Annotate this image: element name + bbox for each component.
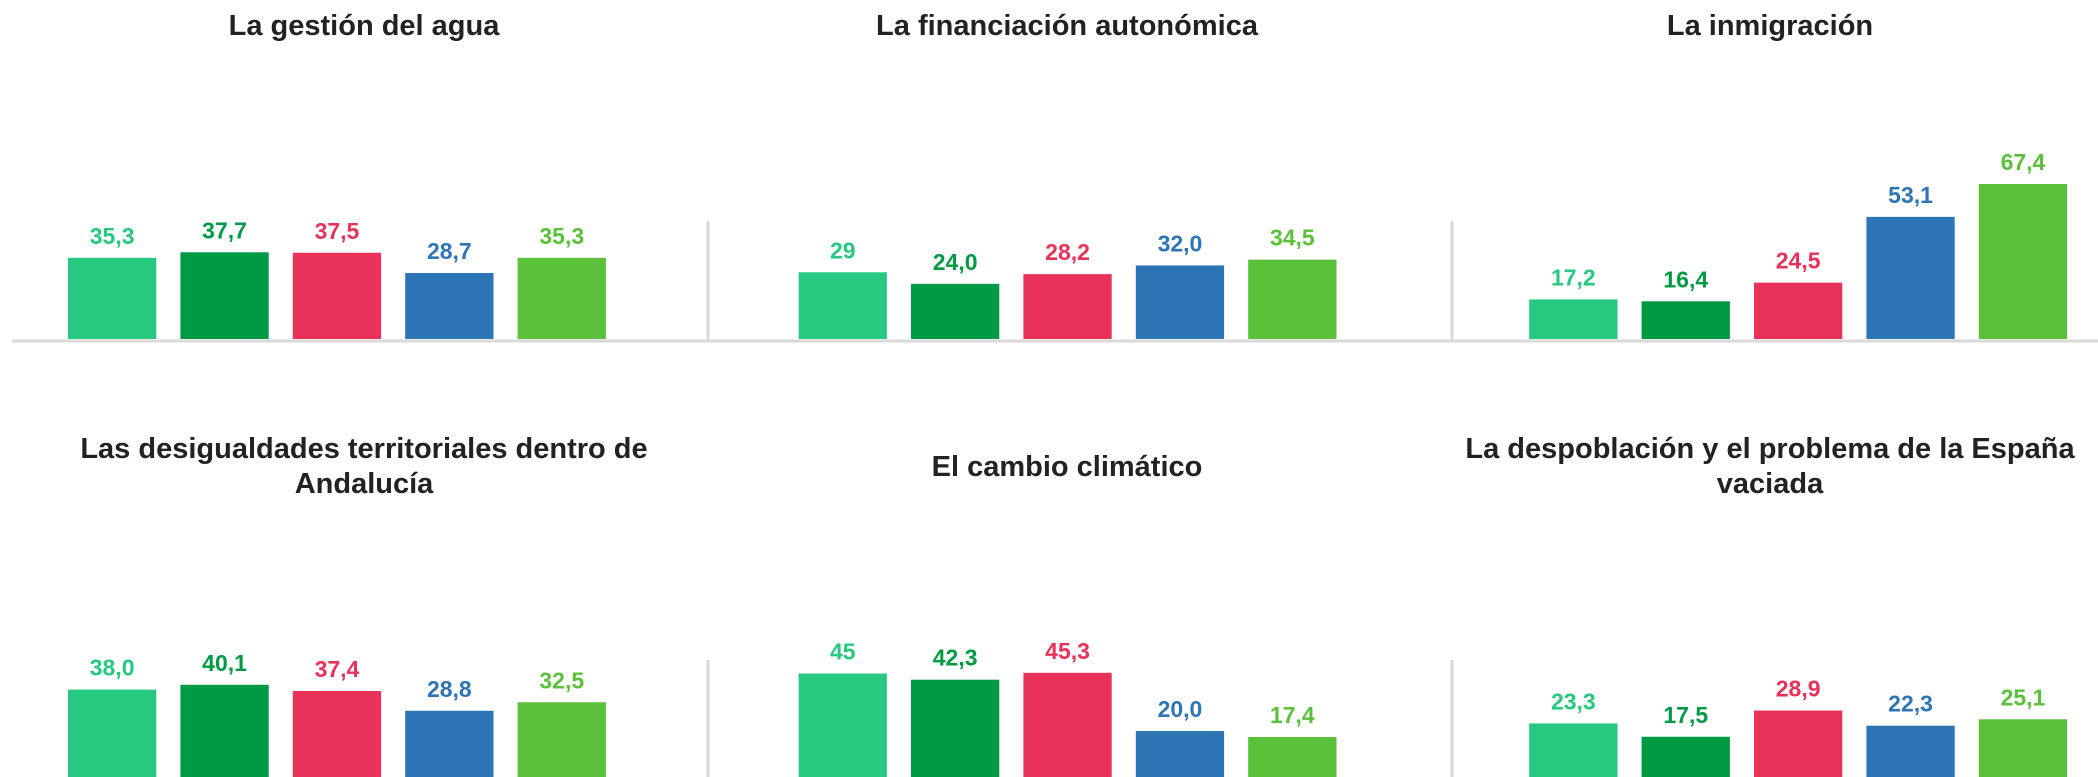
value-label: 38,0 (90, 655, 135, 681)
value-label: 67,4 (2001, 149, 2046, 175)
chart-title: La despoblación y el problema de la Espa… (1465, 433, 2075, 500)
bar (1135, 265, 1225, 339)
value-label: 25,1 (2001, 684, 2046, 710)
chart-title: Las desigualdades territoriales dentro d… (80, 433, 648, 500)
value-label: 17,5 (1663, 702, 1708, 728)
bar (1248, 736, 1337, 777)
value-label: 17,4 (1270, 702, 1315, 728)
bar (1754, 710, 1843, 777)
bar (517, 257, 606, 339)
bar (911, 679, 1000, 777)
value-label: 35,3 (90, 223, 135, 249)
bar (517, 702, 606, 777)
value-label: 23,3 (1551, 688, 1596, 714)
bar (292, 690, 382, 777)
bar (1978, 719, 2068, 777)
bar (1754, 282, 1843, 339)
chart-title: La inmigración (1666, 9, 1874, 42)
bar (180, 252, 269, 339)
value-label: 20,0 (1158, 696, 1203, 722)
bar (1641, 301, 1730, 339)
value-label: 29 (830, 237, 856, 263)
bar (68, 689, 157, 777)
bar (405, 710, 494, 777)
bar (180, 684, 269, 777)
bar (1023, 274, 1112, 339)
bar (798, 673, 887, 777)
bar (1529, 299, 1618, 339)
value-label: 37,5 (315, 218, 360, 244)
value-label: 40,1 (202, 650, 247, 676)
value-label: 16,4 (1663, 266, 1708, 292)
bar (798, 272, 887, 339)
bar (405, 272, 494, 339)
value-label: 28,7 (427, 238, 472, 264)
bar (1866, 216, 1955, 339)
chart-title: El cambio climático (931, 450, 1203, 483)
value-label: 45 (830, 639, 856, 665)
bar (1135, 731, 1225, 777)
bar (911, 283, 1000, 339)
value-label: 17,2 (1551, 264, 1596, 290)
value-label: 42,3 (933, 645, 978, 671)
value-label: 37,4 (315, 656, 360, 682)
bar (1248, 259, 1337, 339)
bar (1866, 725, 1955, 777)
value-label: 22,3 (1888, 691, 1933, 717)
value-label: 53,1 (1888, 182, 1933, 208)
value-label: 24,0 (933, 249, 978, 275)
chart-title: La financiación autonómica (876, 9, 1258, 42)
bar (1641, 736, 1730, 777)
bar (1978, 183, 2068, 339)
bar (292, 252, 382, 339)
value-label: 28,8 (427, 676, 472, 702)
value-label: 34,5 (1270, 225, 1315, 251)
bar (68, 257, 157, 339)
chart-title: La gestión del agua (228, 9, 500, 42)
value-label: 32,5 (539, 667, 584, 693)
value-label: 28,2 (1045, 239, 1090, 265)
value-label: 28,9 (1776, 676, 1821, 702)
value-label: 45,3 (1045, 638, 1090, 664)
value-label: 35,3 (539, 223, 584, 249)
value-label: 37,7 (202, 217, 247, 243)
value-label: 32,0 (1158, 230, 1203, 256)
value-label: 24,5 (1776, 248, 1821, 274)
bar (1023, 672, 1112, 777)
bar (1529, 723, 1618, 777)
